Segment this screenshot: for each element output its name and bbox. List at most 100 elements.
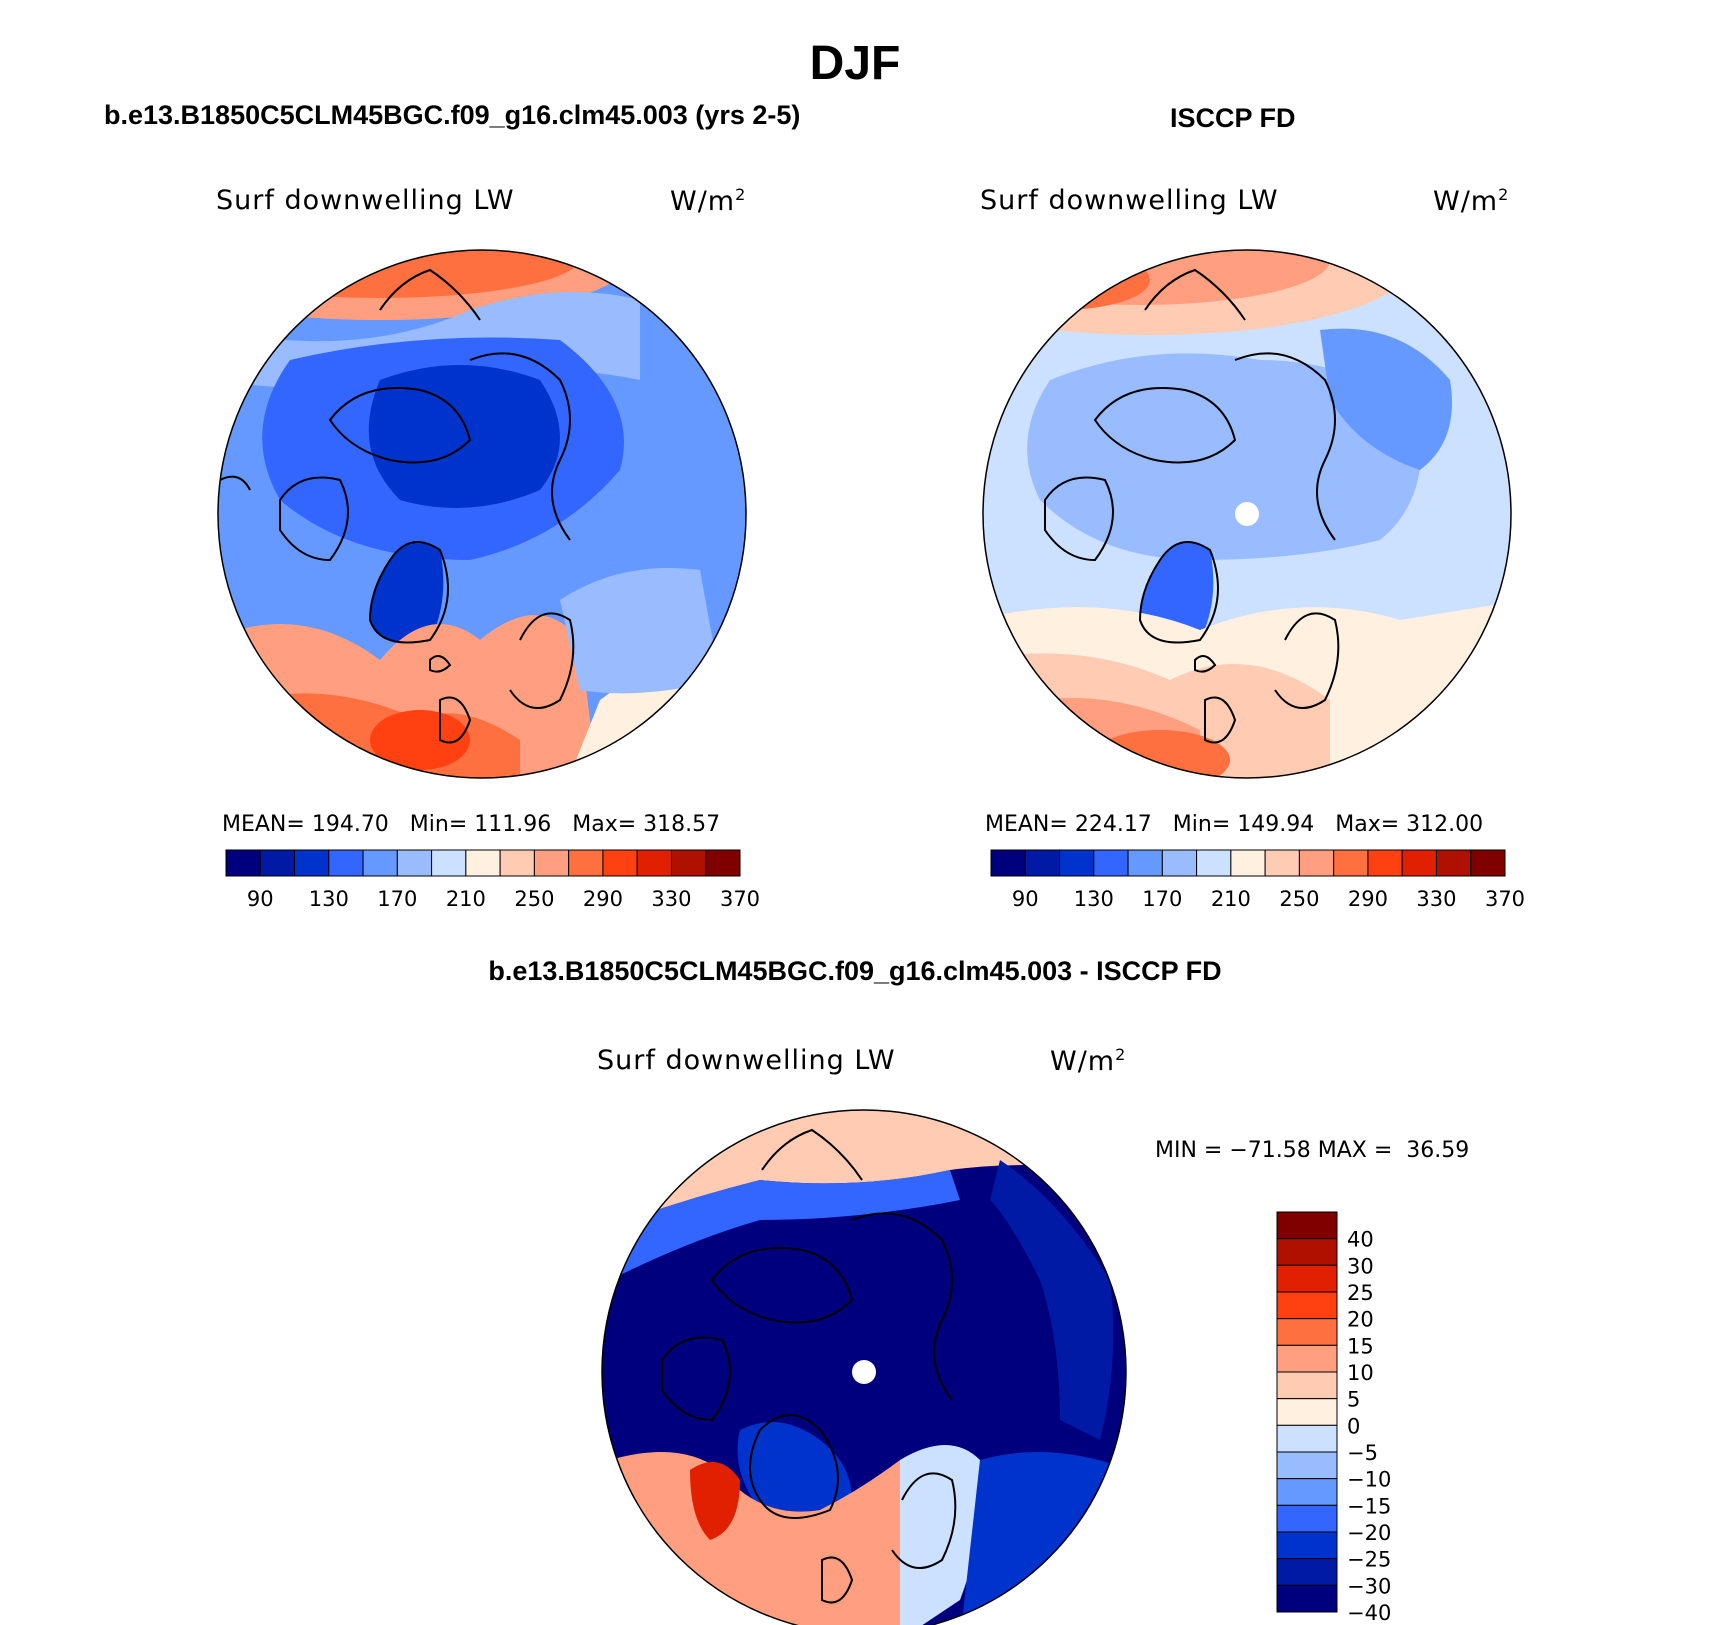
obs-stats: MEAN= 224.17 Min= 149.94 Max= 312.00	[985, 812, 1484, 837]
obs-colorbar-cell	[990, 849, 1026, 877]
obs-colorbar-tick-label: 90	[1012, 887, 1039, 911]
obs-colorbar-tick-label: 170	[1142, 887, 1182, 911]
model-colorbar-tick-label: 130	[309, 887, 349, 911]
model-field-atlantic-hot	[370, 710, 470, 770]
diff-colorbar-tick-label: −10	[1347, 1468, 1391, 1492]
diff-field-siberia	[990, 1160, 1114, 1440]
obs-field-pacific	[983, 250, 1410, 335]
model-colorbar-cell	[328, 849, 364, 877]
diff-colorbar-tick-label: −40	[1347, 1601, 1391, 1625]
obs-colorbar-cell	[1196, 849, 1232, 877]
obs-colorbar-cell	[1333, 849, 1369, 877]
model-colorbar-cell	[602, 849, 638, 877]
diff-colorbar-tick-label: 30	[1347, 1254, 1374, 1278]
obs-colorbar-tick-label: 130	[1074, 887, 1114, 911]
diff-colorbar-tick-label: −15	[1347, 1494, 1391, 1518]
model-colorbar-tick-label: 210	[446, 887, 486, 911]
obs-field-siberia	[1320, 328, 1452, 470]
diff-colorbar-tick-label: 10	[1347, 1361, 1374, 1385]
diff-colorbar-tick-label: −25	[1347, 1548, 1391, 1572]
obs-field-arctic	[1027, 353, 1422, 560]
diff-field-labrador	[690, 1462, 740, 1540]
diff-colorbar-cell	[1276, 1371, 1338, 1400]
model-colorbar-tick-label: 330	[651, 887, 691, 911]
model-units-label: W/m2	[670, 185, 747, 217]
diff-colorbar-tick-label: 15	[1347, 1334, 1374, 1358]
obs-colorbar-cell	[1024, 849, 1061, 877]
model-map-boundary	[217, 249, 747, 779]
model-variable-label: Surf downwelling LW	[216, 185, 515, 216]
model-colorbar-tick-label: 90	[247, 887, 274, 911]
diff-pole-hole	[852, 1360, 876, 1384]
model-field-pacific-warmer	[218, 250, 580, 298]
obs-field-atlantic-hot	[1090, 730, 1230, 778]
obs-colorbar-cell	[1161, 849, 1198, 877]
obs-panel-title: ISCCP FD	[1170, 103, 1296, 133]
model-field-scandinavia	[560, 568, 720, 694]
figure-title: DJF	[809, 37, 901, 90]
diff-coastlines	[661, 1128, 957, 1604]
model-colorbar-cell	[396, 849, 433, 877]
obs-colorbar-cell	[1093, 849, 1129, 877]
model-colorbar-cell	[225, 849, 261, 877]
model-colorbar-cell	[533, 849, 570, 877]
model-colorbar-cell	[362, 849, 398, 877]
model-stats: MEAN= 194.70 Min= 111.96 Max= 318.57	[222, 812, 721, 837]
obs-colorbar-cell	[1264, 849, 1300, 877]
model-colorbar-tick-label: 290	[583, 887, 623, 911]
model-colorbar-cell	[259, 849, 296, 877]
diff-colorbar-cell	[1276, 1238, 1338, 1266]
obs-map	[983, 250, 1511, 778]
obs-colorbar-tick-label: 210	[1211, 887, 1251, 911]
diff-colorbar-cell	[1276, 1451, 1338, 1480]
obs-variable-label: Surf downwelling LW	[980, 185, 1279, 216]
obs-colorbar: 90 130 170 210 250 290 330 370	[990, 849, 1525, 911]
obs-colorbar-tick-label: 370	[1485, 887, 1525, 911]
diff-colorbar-cell	[1276, 1344, 1338, 1373]
diff-field-pacific-edge	[602, 1170, 960, 1280]
diff-map-boundary	[601, 1109, 1127, 1625]
obs-colorbar-tick-label: 290	[1348, 887, 1388, 911]
diff-colorbar-tick-label: 5	[1347, 1388, 1360, 1412]
obs-colorbar-cell	[1401, 849, 1437, 877]
obs-pole-hole	[1235, 502, 1259, 526]
diff-colorbar-cell	[1276, 1398, 1338, 1426]
diff-minmax-label: MIN = −71.58 MAX = 36.59	[1155, 1138, 1470, 1163]
obs-colorbar-tick-label: 250	[1279, 887, 1319, 911]
obs-field-pacific-warmer	[983, 250, 1150, 310]
diff-colorbar-cell	[1276, 1558, 1338, 1586]
diff-colorbar-tick-label: −20	[1347, 1521, 1391, 1545]
diff-colorbar-tick-label: 40	[1347, 1228, 1374, 1252]
obs-colorbar-cell	[1059, 849, 1095, 877]
model-panel-title: b.e13.B1850C5CLM45BGC.f09_g16.clm45.003 …	[104, 100, 801, 130]
diff-colorbar-cell	[1276, 1424, 1338, 1453]
model-colorbar-cell	[465, 849, 501, 877]
model-colorbar-cell	[294, 849, 330, 877]
diff-units-label: W/m2	[1050, 1045, 1127, 1077]
obs-colorbar-cell	[1298, 849, 1335, 877]
diff-colorbar-tick-label: 25	[1347, 1281, 1374, 1305]
model-map	[218, 250, 746, 778]
model-colorbar-tick-label: 250	[514, 887, 554, 911]
diff-colorbar-cell	[1276, 1318, 1338, 1346]
model-colorbar-cell	[431, 849, 467, 877]
diff-colorbar-cell	[1276, 1211, 1338, 1240]
model-colorbar-cell	[705, 849, 741, 877]
diff-colorbar-cell	[1276, 1584, 1338, 1613]
obs-map-boundary	[982, 249, 1512, 779]
model-colorbar-tick-label: 370	[720, 887, 760, 911]
obs-colorbar-cell	[1435, 849, 1472, 877]
model-field-core	[368, 365, 560, 508]
diff-colorbar-tick-label: −30	[1347, 1574, 1391, 1598]
model-colorbar: 90 130 170 210 250 290 330 370	[225, 849, 760, 911]
diff-colorbar-cell	[1276, 1531, 1338, 1560]
obs-colorbar-cell	[1127, 849, 1163, 877]
diff-field-greenland	[737, 1422, 852, 1524]
model-coastlines	[219, 268, 575, 744]
obs-colorbar-cell	[1230, 849, 1266, 877]
diff-field-scandinavia	[900, 1445, 983, 1625]
diff-colorbar-tick-label: 0	[1347, 1414, 1360, 1438]
obs-colorbar-cell	[1367, 849, 1403, 877]
